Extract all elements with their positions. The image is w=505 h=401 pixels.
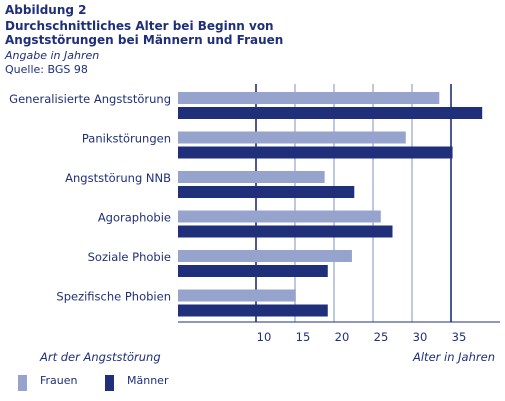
category-label-1: Panikstörungen <box>82 132 171 146</box>
bar-maenner-5 <box>178 304 328 317</box>
bar-frauen-1 <box>178 131 406 144</box>
x-axis-title: Alter in Jahren <box>412 350 495 364</box>
bar-frauen-3 <box>178 210 381 223</box>
chart-subtitle: Angabe in Jahren <box>5 49 100 62</box>
x-tick-label-15: 15 <box>296 330 311 344</box>
bar-maenner-1 <box>178 146 453 159</box>
legend-label-maenner: Männer <box>127 374 169 387</box>
chart-title: Durchschnittliches Alter bei Beginn von … <box>5 19 284 47</box>
category-label-2: Angststörung NNB <box>65 171 171 185</box>
x-tick-label-30: 30 <box>413 330 428 344</box>
legend-label-frauen: Frauen <box>40 374 78 387</box>
figure-label: Abbildung 2 <box>5 3 87 17</box>
chart-source: Quelle: BGS 98 <box>5 63 88 76</box>
category-label-5: Spezifische Phobien <box>56 290 171 304</box>
x-tick-label-25: 25 <box>374 330 389 344</box>
x-tick-label-35: 35 <box>452 330 467 344</box>
category-label-0: Generalisierte Angststörung <box>9 92 171 106</box>
bar-frauen-2 <box>178 171 325 183</box>
bar-maenner-2 <box>178 186 355 198</box>
bar-frauen-4 <box>178 250 352 262</box>
legend-swatch-frauen <box>18 375 27 391</box>
x-tick-label-10: 10 <box>257 330 272 344</box>
bar-frauen-5 <box>178 289 296 302</box>
legend-swatch-maenner <box>105 375 114 391</box>
category-label-4: Soziale Phobie <box>88 250 171 264</box>
bar-maenner-4 <box>178 265 328 277</box>
category-label-3: Agoraphobie <box>98 211 171 225</box>
bar-maenner-0 <box>178 107 483 119</box>
x-tick-label-20: 20 <box>335 330 350 344</box>
bar-frauen-0 <box>178 92 440 104</box>
y-axis-title: Art der Angststörung <box>39 350 161 364</box>
bar-maenner-3 <box>178 225 393 238</box>
